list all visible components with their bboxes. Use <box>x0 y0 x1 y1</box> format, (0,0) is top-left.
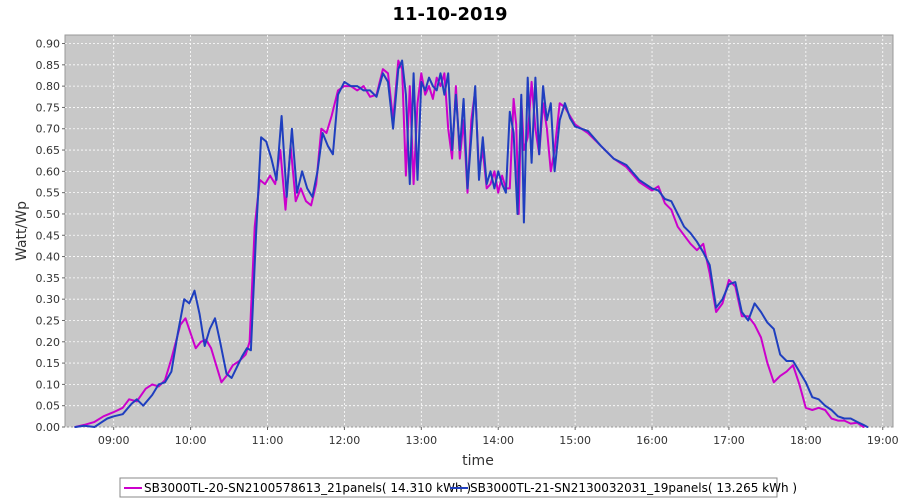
y-tick-label: 0.90 <box>36 38 61 51</box>
grid-lines <box>65 35 893 428</box>
y-tick-label: 0.65 <box>36 144 61 157</box>
x-tick-label: 09:00 <box>98 434 130 447</box>
legend-label-series-2: SB3000TL-21-SN2130032031_19panels( 13.26… <box>470 481 797 495</box>
y-tick-label: 0.30 <box>36 293 61 306</box>
y-tick-label: 0.60 <box>36 165 61 178</box>
y-tick-label: 0.45 <box>36 229 61 242</box>
y-tick-label: 0.50 <box>36 208 61 221</box>
y-tick-label: 0.15 <box>36 357 61 370</box>
x-tick-label: 17:00 <box>713 434 745 447</box>
series-lines <box>74 59 869 428</box>
series-line-2 <box>74 59 869 428</box>
y-axis: 0.00 0.05 0.10 0.15 0.20 0.25 0.30 0.35 0.40 0.45… <box>36 38 65 434</box>
legend: SB3000TL-20-SN2100578613_21panels( 14.31… <box>119 477 797 498</box>
x-tick-label: 10:00 <box>175 434 207 447</box>
x-tick-label: 19:00 <box>867 434 899 447</box>
y-axis-title: Watt/Wp <box>14 201 30 261</box>
x-axis: 09:00 10:00 11:00 12:00 13:00 14:00 15:00 16:00… <box>98 427 899 447</box>
y-tick-label: 0.35 <box>36 272 61 285</box>
y-tick-label: 0.70 <box>36 123 61 136</box>
y-tick-label: 0.75 <box>36 101 61 114</box>
x-tick-label: 14:00 <box>482 434 514 447</box>
chart-title: 11-10-2019 <box>392 4 507 25</box>
series-line-1 <box>74 59 865 428</box>
y-tick-label: 0.20 <box>36 336 61 349</box>
x-tick-label: 16:00 <box>636 434 668 447</box>
x-tick-label: 13:00 <box>405 434 437 447</box>
x-tick-label: 15:00 <box>559 434 591 447</box>
y-tick-label: 0.55 <box>36 187 61 200</box>
x-axis-title: time <box>462 453 494 469</box>
y-tick-label: 0.25 <box>36 314 61 327</box>
y-tick-label: 0.85 <box>36 59 61 72</box>
y-tick-label: 0.80 <box>36 80 61 93</box>
x-tick-label: 12:00 <box>329 434 361 447</box>
y-tick-label: 0.10 <box>36 378 61 391</box>
x-tick-label: 11:00 <box>252 434 284 447</box>
plot-area <box>64 34 894 428</box>
legend-box <box>119 477 778 498</box>
y-tick-label: 0.00 <box>36 421 61 434</box>
x-tick-label: 18:00 <box>790 434 822 447</box>
legend-label-series-1: SB3000TL-20-SN2100578613_21panels( 14.31… <box>144 481 471 495</box>
y-tick-label: 0.05 <box>36 400 61 413</box>
y-tick-label: 0.40 <box>36 251 61 264</box>
